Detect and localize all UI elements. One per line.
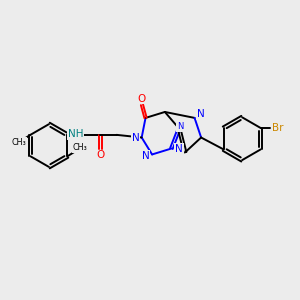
- Text: CH₃: CH₃: [73, 143, 87, 152]
- Text: NH: NH: [68, 129, 83, 139]
- Text: CH₃: CH₃: [11, 138, 26, 147]
- Text: N: N: [132, 133, 140, 142]
- Text: O: O: [96, 150, 104, 160]
- Text: N: N: [142, 151, 149, 161]
- Text: N: N: [197, 109, 205, 119]
- Text: Br: Br: [272, 123, 284, 133]
- Text: O: O: [138, 94, 146, 103]
- Text: N: N: [175, 144, 183, 154]
- Text: N: N: [177, 122, 184, 131]
